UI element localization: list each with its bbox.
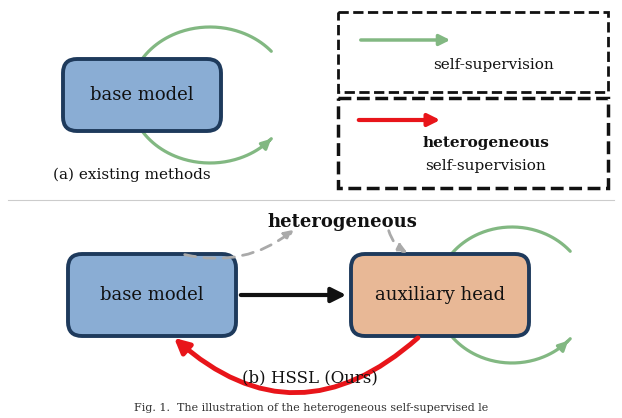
FancyBboxPatch shape [63,59,221,131]
FancyBboxPatch shape [351,254,529,336]
FancyArrowPatch shape [185,232,291,258]
Text: self-supervision: self-supervision [433,58,554,72]
FancyArrowPatch shape [389,231,405,252]
Text: base model: base model [100,286,204,304]
FancyBboxPatch shape [68,254,236,336]
Text: base model: base model [90,86,194,104]
Text: Fig. 1.  The illustration of the heterogeneous self-supervised le: Fig. 1. The illustration of the heteroge… [134,403,488,413]
Text: (b) HSSL (Ours): (b) HSSL (Ours) [242,370,378,387]
Text: self-supervision: self-supervision [425,159,546,173]
FancyBboxPatch shape [338,12,608,92]
Text: auxiliary head: auxiliary head [375,286,505,304]
FancyArrowPatch shape [178,338,418,393]
Text: heterogeneous: heterogeneous [267,213,417,231]
FancyArrowPatch shape [241,289,341,301]
FancyBboxPatch shape [338,98,608,188]
Text: heterogeneous: heterogeneous [422,136,549,150]
Text: (a) existing methods: (a) existing methods [53,168,211,182]
